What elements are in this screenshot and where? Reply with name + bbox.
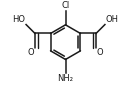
Text: O: O <box>28 48 34 57</box>
Text: Cl: Cl <box>61 1 70 10</box>
Text: OH: OH <box>105 15 118 24</box>
Text: HO: HO <box>13 15 26 24</box>
Text: NH₂: NH₂ <box>58 74 73 83</box>
Text: O: O <box>97 48 103 57</box>
